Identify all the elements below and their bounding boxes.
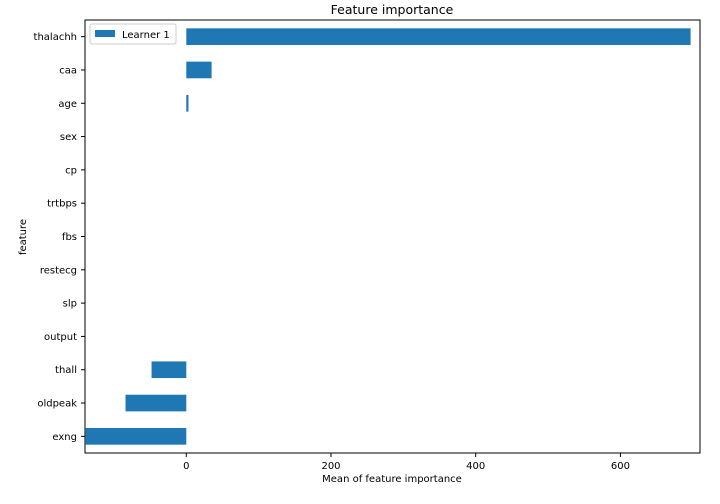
bar-thall bbox=[151, 361, 187, 379]
y-tick-label-cp: cp bbox=[65, 165, 77, 176]
legend-label: Learner 1 bbox=[122, 30, 170, 41]
x-tick-label: 600 bbox=[611, 461, 630, 472]
bar-thalachh bbox=[186, 28, 691, 45]
y-tick-label-thalachh: thalachh bbox=[34, 32, 77, 43]
bar-exng bbox=[85, 428, 187, 445]
x-axis-label: Mean of feature importance bbox=[322, 474, 462, 485]
y-tick-label-sex: sex bbox=[60, 132, 77, 143]
bar-age bbox=[186, 94, 189, 112]
x-axis-ticks: 0 200 400 600 bbox=[183, 453, 630, 472]
bars-group bbox=[85, 28, 691, 445]
chart-title: Feature importance bbox=[331, 2, 454, 17]
y-tick-label-age: age bbox=[58, 99, 77, 110]
bar-caa bbox=[186, 61, 212, 79]
y-tick-label-fbs: fbs bbox=[62, 232, 77, 243]
legend: Learner 1 bbox=[89, 23, 177, 45]
y-tick-label-oldpeak: oldpeak bbox=[37, 399, 77, 410]
y-tick-label-caa: caa bbox=[59, 65, 77, 76]
x-tick-label: 400 bbox=[466, 461, 485, 472]
x-tick-label: 0 bbox=[183, 461, 189, 472]
legend-swatch bbox=[95, 30, 115, 37]
plot-area bbox=[84, 19, 701, 454]
y-tick-label-trtbps: trtbps bbox=[47, 199, 77, 210]
y-axis-ticks: thalachh caa age sex cp trtbps fbs restecg slp ou… bbox=[34, 32, 85, 443]
y-tick-label-restecg: restecg bbox=[40, 265, 77, 276]
x-tick-label: 200 bbox=[321, 461, 340, 472]
y-tick-label-exng: exng bbox=[52, 432, 77, 443]
y-tick-label-slp: slp bbox=[63, 299, 77, 310]
bar-oldpeak bbox=[125, 394, 187, 412]
y-tick-label-output: output bbox=[44, 332, 77, 343]
y-axis-label: feature bbox=[18, 219, 29, 255]
legend-frame bbox=[89, 23, 177, 45]
y-tick-label-thall: thall bbox=[55, 365, 77, 376]
